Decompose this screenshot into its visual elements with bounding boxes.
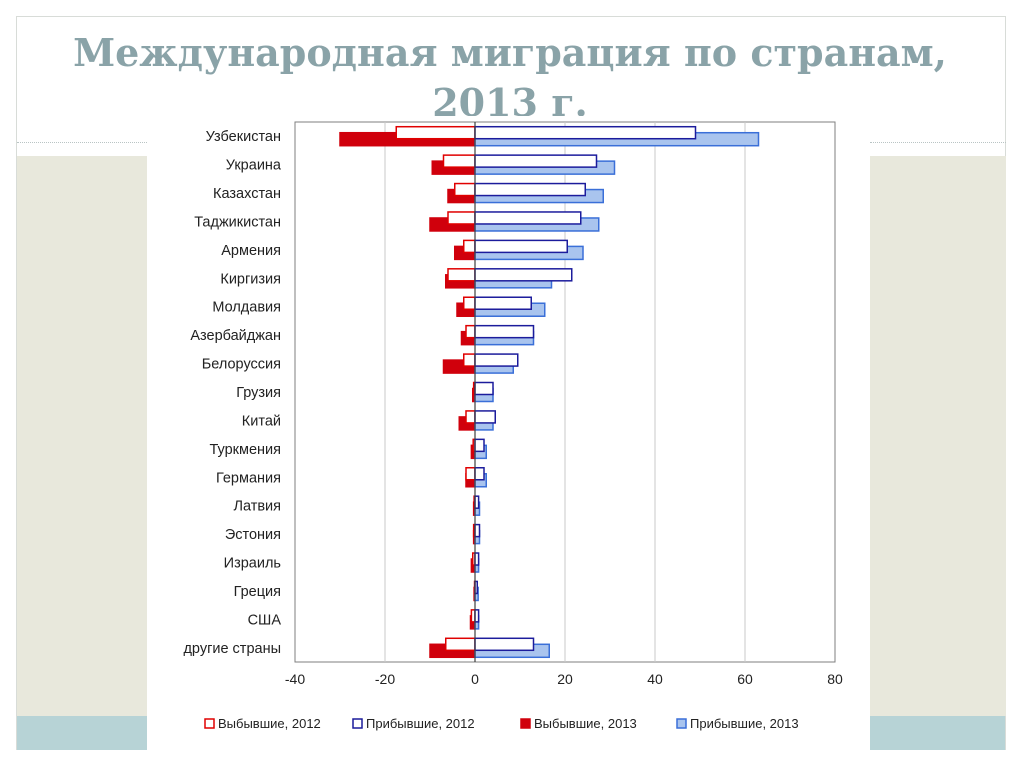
legend-swatch xyxy=(204,718,215,729)
bar-incoming-2012 xyxy=(474,381,494,396)
legend-swatch xyxy=(352,718,363,729)
bar-outgoing-2012 xyxy=(463,353,476,367)
bar-incoming-2012 xyxy=(474,410,496,424)
bar-incoming-2012 xyxy=(474,523,481,538)
bar-incoming-2012 xyxy=(474,268,573,282)
category-label: Белоруссия xyxy=(202,357,281,373)
bar-outgoing-2012 xyxy=(465,410,476,424)
x-tick-label: -20 xyxy=(375,671,395,687)
bar-incoming-2012 xyxy=(474,467,485,481)
left-background-band xyxy=(17,156,147,716)
bar-outgoing-2012 xyxy=(395,125,476,140)
bar-incoming-2012 xyxy=(474,154,598,168)
category-label: Латвия xyxy=(233,499,281,515)
category-label: Туркмения xyxy=(209,442,281,458)
legend-swatch xyxy=(520,718,531,729)
category-label: Китай xyxy=(242,413,281,429)
x-tick-label: 0 xyxy=(471,671,479,687)
bar-outgoing-2012 xyxy=(447,268,476,282)
category-label: Эстония xyxy=(225,527,281,543)
x-tick-label: 60 xyxy=(737,671,753,687)
slide-title: Международная миграция по странам, 2013 … xyxy=(40,28,980,128)
bar-outgoing-2012 xyxy=(454,182,476,197)
category-label: Киргизия xyxy=(220,271,281,287)
category-label: Узбекистан xyxy=(206,129,281,145)
axis-layer: -40 -20 0 20 40 60 80 Узбекистан Украина Казахста… xyxy=(183,122,843,687)
bar-outgoing-2012 xyxy=(447,211,476,225)
divider-right xyxy=(870,142,1006,143)
category-label: Греция xyxy=(234,584,281,600)
title-line-1: Международная миграция по странам, xyxy=(73,30,947,75)
bar-incoming-2012 xyxy=(474,438,485,453)
x-tick-label: -40 xyxy=(285,671,305,687)
bar-outgoing-2012 xyxy=(445,637,476,652)
x-tick-label: 40 xyxy=(647,671,663,687)
category-label: Израиль xyxy=(224,556,281,572)
bar-incoming-2012 xyxy=(474,296,532,310)
bar-outgoing-2012 xyxy=(442,154,476,168)
legend-swatch xyxy=(676,718,687,729)
bar-incoming-2012 xyxy=(474,211,582,225)
bar-incoming-2012 xyxy=(474,125,697,140)
category-label: Германия xyxy=(216,470,281,486)
legend-label: Прибывшие, 2012 xyxy=(366,716,475,731)
bar-outgoing-2012 xyxy=(463,296,476,310)
category-label: Казахстан xyxy=(213,186,281,202)
legend-label: Прибывшие, 2013 xyxy=(690,716,799,731)
bar-incoming-2012 xyxy=(474,239,568,254)
bar-outgoing-2012 xyxy=(465,467,476,481)
chart-panel: -40 -20 0 20 40 60 80 Узбекистан Украина Казахста… xyxy=(147,116,870,750)
legend: Выбывшие, 2012 Прибывшие, 2012 Выбывшие, 2… xyxy=(204,716,799,731)
legend-label: Выбывшие, 2013 xyxy=(534,716,637,731)
legend-label: Выбывшие, 2012 xyxy=(218,716,321,731)
bar-incoming-2012 xyxy=(474,324,535,339)
bar-incoming-2012 xyxy=(474,353,519,367)
category-label: Армения xyxy=(221,243,281,259)
bars-layer xyxy=(339,125,760,659)
x-tick-label: 20 xyxy=(557,671,573,687)
bar-outgoing-2012 xyxy=(465,324,476,339)
divider-left xyxy=(17,142,147,143)
category-label: Грузия xyxy=(236,385,281,401)
category-label: другие страны xyxy=(183,641,281,657)
category-label: США xyxy=(248,612,282,628)
category-label: Таджикистан xyxy=(194,214,281,230)
bar-outgoing-2012 xyxy=(463,239,476,254)
bar-incoming-2012 xyxy=(474,182,586,197)
category-label: Молдавия xyxy=(212,300,281,316)
right-background-band xyxy=(870,156,1006,716)
category-label: Украина xyxy=(226,158,282,174)
x-tick-label: 80 xyxy=(827,671,843,687)
bar-incoming-2012 xyxy=(474,637,535,652)
migration-chart: -40 -20 0 20 40 60 80 Узбекистан Украина Казахста… xyxy=(183,121,843,731)
category-label: Азербайджан xyxy=(190,328,281,344)
